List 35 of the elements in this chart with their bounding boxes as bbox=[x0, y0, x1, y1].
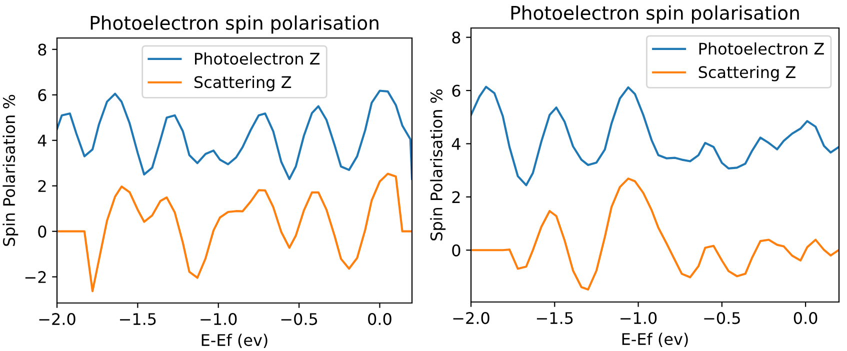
x-axis-title: E-Ef (ev) bbox=[202, 334, 268, 348]
line-series bbox=[471, 178, 839, 291]
x-tick-label: −1.0 bbox=[200, 313, 237, 326]
y-tick-label: 0 bbox=[452, 244, 460, 256]
x-tick-label: −1.5 bbox=[120, 313, 156, 326]
legend-label: Photoelectron Z bbox=[699, 42, 824, 55]
y-tick-label: 6 bbox=[452, 84, 460, 97]
y-tick-label: 8 bbox=[38, 44, 46, 56]
y-axis-title: Spin Polarisation % bbox=[430, 89, 446, 240]
x-tick-label: −2.0 bbox=[453, 312, 490, 324]
line-series bbox=[57, 90, 412, 180]
line-series bbox=[471, 86, 839, 186]
x-tick-label: −0.5 bbox=[704, 312, 740, 324]
y-tick-label: 2 bbox=[452, 191, 460, 203]
x-tick-label: 0.0 bbox=[368, 313, 392, 326]
line-series bbox=[57, 172, 412, 292]
x-tick-label: −2.0 bbox=[39, 313, 76, 326]
x-tick-label: −1.5 bbox=[536, 312, 573, 324]
y-tick-label: 6 bbox=[38, 89, 46, 102]
chart-title: Photoelectron spin polarisation bbox=[511, 5, 799, 24]
legend-label: Scattering Z bbox=[698, 66, 796, 82]
y-tick-label: 2 bbox=[38, 180, 46, 192]
legend-label: Scattering Z bbox=[194, 76, 292, 92]
x-tick-label: 0.0 bbox=[794, 312, 818, 324]
x-axis-title: E-Ef (ev) bbox=[622, 332, 688, 347]
chart-title: Photoelectron spin polarisation bbox=[90, 15, 378, 34]
y-tick-label: 4 bbox=[452, 138, 460, 150]
y-axis-title: Spin Polarisation % bbox=[2, 94, 18, 246]
y-tick-label: 8 bbox=[452, 32, 460, 44]
x-tick-label: −0.5 bbox=[281, 313, 318, 326]
y-tick-label: 0 bbox=[38, 226, 46, 238]
x-tick-label: −1.0 bbox=[620, 312, 657, 324]
y-tick-label: −2 bbox=[25, 271, 46, 283]
legend-label: Photoelectron Z bbox=[195, 52, 320, 65]
y-tick-label: 4 bbox=[38, 134, 46, 146]
